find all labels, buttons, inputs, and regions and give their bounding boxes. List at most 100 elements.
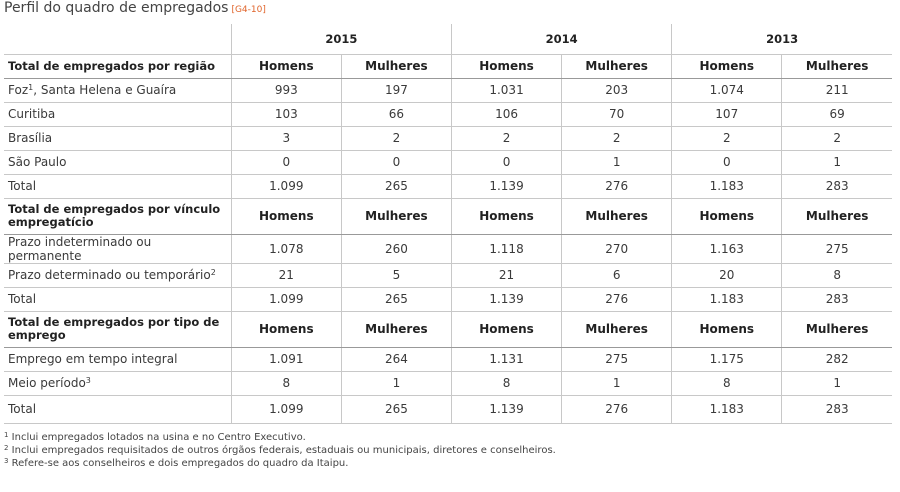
year-header-row: 2015 2014 2013 [4,24,892,55]
value-cell: 1.139 [450,395,562,424]
value-cell: 8 [671,371,782,396]
value-cell: 2 [561,126,672,151]
column-men: Homens [671,54,782,79]
value-cell: 1.091 [230,347,342,372]
table-row: Prazo determinado ou temporário2 21 5 21 6 20… [4,263,892,288]
value-cell: 21 [450,263,562,288]
column-women: Mulheres [781,311,892,348]
value-cell: 260 [340,234,452,264]
value-cell: 1.163 [671,234,782,264]
value-cell: 1.139 [450,287,562,312]
column-men: Homens [671,311,782,348]
row-label: Total [4,174,232,199]
column-women: Mulheres [340,54,452,79]
value-cell: 0 [671,150,782,175]
value-cell: 2 [781,126,892,151]
value-cell: 276 [561,174,672,199]
value-cell: 283 [781,287,892,312]
value-cell: 197 [340,78,452,103]
value-cell: 1.131 [450,347,562,372]
value-cell: 69 [781,102,892,127]
value-cell: 265 [340,174,452,199]
value-cell: 283 [781,395,892,424]
row-label: Curitiba [4,102,232,127]
footnote-ref: 3 [85,376,91,385]
year-2013: 2013 [671,24,892,55]
value-cell: 2 [340,126,452,151]
table-row: Meio período3 8 1 8 1 8 1 [4,371,892,396]
corner-cell [4,24,232,55]
column-men: Homens [230,311,342,348]
page-title: Perfil do quadro de empregados [G4-10] [4,0,266,16]
table-row: Emprego em tempo integral 1.091 264 1.131 27… [4,347,892,372]
value-cell: 211 [781,78,892,103]
value-cell: 20 [671,263,782,288]
value-cell: 1.078 [230,234,342,264]
table-row: Foz1, Santa Helena e Guaíra 993 197 1.031 20… [4,78,892,103]
row-label: São Paulo [4,150,232,175]
value-cell: 66 [340,102,452,127]
value-cell: 265 [340,287,452,312]
column-men: Homens [230,54,342,79]
value-cell: 8 [230,371,342,396]
value-cell: 2 [671,126,782,151]
section-header-row: Total de empregados por região Homens Mulh… [4,54,892,79]
row-label: Prazo indeterminado ou permanente [4,234,232,264]
value-cell: 1 [340,371,452,396]
value-cell: 1.074 [671,78,782,103]
value-cell: 103 [230,102,342,127]
year-2014: 2014 [450,24,672,55]
column-women: Mulheres [561,198,672,235]
value-cell: 1.099 [230,395,342,424]
value-cell: 8 [450,371,562,396]
value-cell: 275 [561,347,672,372]
column-men: Homens [671,198,782,235]
value-cell: 993 [230,78,342,103]
column-men: Homens [450,198,562,235]
column-women: Mulheres [561,54,672,79]
value-cell: 0 [230,150,342,175]
table-row: Brasília 3 2 2 2 2 2 [4,126,892,151]
value-cell: 1.183 [671,174,782,199]
section-header: Total de empregados por região [4,54,232,79]
value-cell: 1.183 [671,395,782,424]
column-women: Mulheres [781,198,892,235]
row-label: Foz1, Santa Helena e Guaíra [4,78,232,103]
column-women: Mulheres [781,54,892,79]
value-cell: 21 [230,263,342,288]
row-label: Meio período3 [4,371,232,396]
table-row: Curitiba 103 66 106 70 107 69 [4,102,892,127]
footnotes: 1 Inclui empregados lotados na usina e n… [4,431,556,470]
value-cell: 6 [561,263,672,288]
column-women: Mulheres [340,198,452,235]
column-men: Homens [450,54,562,79]
column-women: Mulheres [340,311,452,348]
section-header-row: Total de empregados por tipo de emprego H… [4,311,892,348]
value-cell: 1.031 [450,78,562,103]
value-cell: 1.175 [671,347,782,372]
section-header: Total de empregados por tipo de emprego [4,311,232,348]
value-cell: 276 [561,395,672,424]
row-label: Total [4,395,232,424]
year-2015: 2015 [230,24,452,55]
value-cell: 1.139 [450,174,562,199]
column-men: Homens [450,311,562,348]
value-cell: 265 [340,395,452,424]
value-cell: 275 [781,234,892,264]
footnote-ref: 2 [210,268,216,277]
value-cell: 1.099 [230,287,342,312]
value-cell: 270 [561,234,672,264]
table-row: Prazo indeterminado ou permanente 1.078 26… [4,234,892,264]
row-label: Total [4,287,232,312]
value-cell: 1 [781,150,892,175]
footnote-1: 1 Inclui empregados lotados na usina e n… [4,431,306,444]
value-cell: 8 [781,263,892,288]
value-cell: 107 [671,102,782,127]
value-cell: 1 [561,371,672,396]
value-cell: 3 [230,126,342,151]
value-cell: 0 [450,150,562,175]
footnote-ref: 1 [28,83,34,92]
value-cell: 106 [450,102,562,127]
value-cell: 1.183 [671,287,782,312]
table-row: Total 1.099 265 1.139 276 1.183 283 [4,174,892,199]
